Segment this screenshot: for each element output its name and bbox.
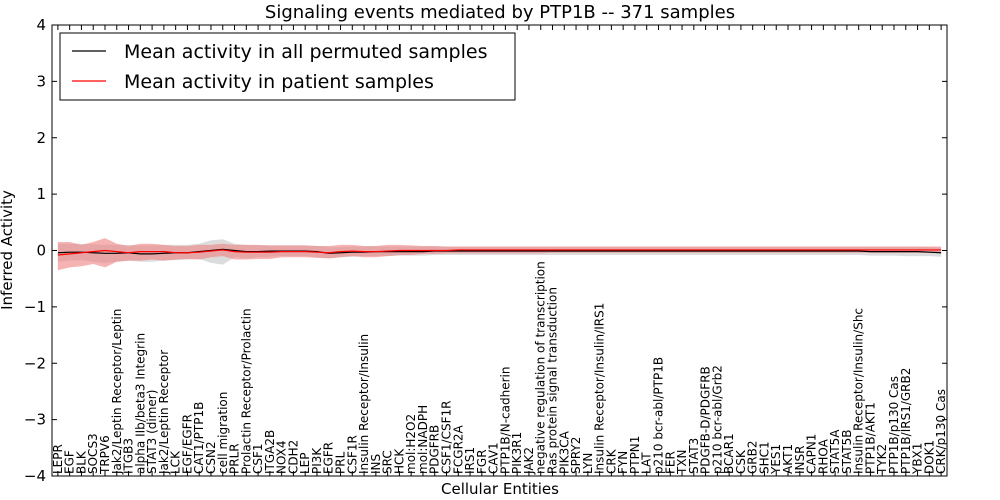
x-tick-label: CSF1/CSF1R xyxy=(440,401,454,474)
x-tick-label: Insulin Receptor/Insulin/IRS1 xyxy=(593,303,607,474)
y-tick-label: −1 xyxy=(24,298,46,316)
x-tick-label: HCK xyxy=(392,448,406,474)
x-tick-label: EGFR xyxy=(322,442,336,474)
x-tick-label: CRK/p130 Cas xyxy=(934,389,948,474)
x-tick-label: ITGA2B xyxy=(263,430,277,474)
x-tick-label: GRB2 xyxy=(746,440,760,474)
x-tick-label: STAT3 xyxy=(687,438,701,474)
x-tick-label: PDGFB-D/PDGFRB xyxy=(699,366,713,474)
y-tick-label: 1 xyxy=(36,185,46,203)
x-tick-label: PTP1B/IRS1/GRB2 xyxy=(899,368,913,474)
x-tick-label: RHOA xyxy=(816,438,830,474)
x-tick-label: BLK xyxy=(74,450,88,474)
x-tick-label: Jak2/Leptin Receptor/Leptin xyxy=(110,309,124,475)
y-axis: 4 3 2 1 0 −1 −2 −3 −4 xyxy=(24,16,947,485)
x-tick-label: SHC1 xyxy=(757,441,771,474)
x-tick-label: mol:H2O2 xyxy=(404,414,418,474)
x-tick-label: BCAR1 xyxy=(722,433,736,474)
x-tick-label: SPRY2 xyxy=(569,437,583,474)
x-tick-label: LEPR xyxy=(51,444,65,474)
x-tick-label: cell migration xyxy=(216,392,230,474)
y-tick-label: 4 xyxy=(36,16,46,34)
legend: Mean activity in all permuted samples Me… xyxy=(59,32,516,101)
y-tick-label: 2 xyxy=(36,129,46,147)
x-tick-label: CSN2 xyxy=(204,441,218,474)
chart-title: Signaling events mediated by PTP1B -- 37… xyxy=(265,2,735,23)
x-tick-label: FER xyxy=(663,451,677,474)
y-tick-label: −4 xyxy=(24,467,46,485)
x-tick-label: CSF1 xyxy=(251,443,265,474)
x-tick-label: INSR xyxy=(793,446,807,474)
x-tick-label: PTP1B/p130 Cas xyxy=(887,376,901,474)
x-tick-label: p210 bcr-abl/PTP1B xyxy=(651,357,665,474)
x-tick-label: SRC xyxy=(381,450,395,474)
x-tick-label: Jak2/Leptin Receptor xyxy=(157,350,171,475)
series-bands xyxy=(57,238,942,271)
x-tick-label: CAV1 xyxy=(487,442,501,474)
x-tick-label: PI3K xyxy=(310,447,324,474)
x-tick-label: AKT1 xyxy=(781,444,795,474)
x-tick-label: Prolactin Receptor/Prolactin xyxy=(239,308,253,474)
x-tick-label: negative regulation of transcription xyxy=(534,261,548,474)
x-tick-label: LAT xyxy=(640,452,654,474)
x-tick-label: INS xyxy=(369,454,383,474)
x-tick-label: CAT1/PTP1B xyxy=(192,402,206,474)
x-tick-label: NOX4 xyxy=(275,440,289,474)
x-tick-label: STAT5B xyxy=(840,430,854,475)
x-tick-label: TXN xyxy=(675,449,689,475)
band-patient xyxy=(57,238,942,271)
x-tick-label: LCK xyxy=(169,450,183,474)
x-tick-label: Ras protein signal transduction xyxy=(545,287,559,474)
x-tick-label: IRS1 xyxy=(463,447,477,474)
x-tick-label: TRPV6 xyxy=(98,435,112,475)
x-tick-label: PRL xyxy=(334,451,348,474)
x-tick-label: mol:NADPH xyxy=(416,405,430,474)
x-tick-label: p210 bcr-abl/Grb2 xyxy=(710,365,724,474)
x-tick-label: alpha IIb/beta3 Integrin xyxy=(133,333,147,474)
x-tick-label: EGF xyxy=(63,450,77,474)
x-tick-label: EGF/EGFR xyxy=(180,414,194,474)
x-tick-label: PIK3CA xyxy=(557,430,571,474)
x-tick-label: PTPN1 xyxy=(628,436,642,474)
x-tick-label: JAK2 xyxy=(522,447,536,475)
y-tick-label: −2 xyxy=(24,354,46,372)
x-tick-label: PTP1B/AKT1 xyxy=(863,402,877,474)
x-tick-label: LEP xyxy=(298,452,312,474)
x-tick-label: PRLR xyxy=(228,443,242,474)
y-tick-label: −3 xyxy=(24,411,46,429)
y-tick-label: 3 xyxy=(36,72,46,90)
x-tick-label: FYN xyxy=(616,451,630,474)
x-tick-label: YES1 xyxy=(769,444,783,475)
x-tick-label: FGR xyxy=(475,449,489,474)
x-tick-label: LYN xyxy=(581,453,595,474)
x-tick-label: CAPN1 xyxy=(805,434,819,474)
x-tick-label: CRK xyxy=(604,448,618,474)
x-tick-label: PTP1B/N-cadherin xyxy=(498,367,512,474)
x-tick-label: CSK xyxy=(734,449,748,474)
x-tick-label: CSF1R xyxy=(345,435,359,474)
y-tick-label: 0 xyxy=(36,242,46,260)
legend-box xyxy=(59,32,516,101)
y-axis-label: Inferred Activity xyxy=(0,190,16,310)
x-tick-label: STAT3 (dimer) xyxy=(145,390,159,474)
x-tick-label: PDGFRB xyxy=(428,425,442,474)
x-axis-label: Cellular Entities xyxy=(441,480,559,498)
x-tick-label: CDH2 xyxy=(286,440,300,474)
x-tick-label: DOK1 xyxy=(922,440,936,474)
x-tick-label: TYK2 xyxy=(875,444,889,475)
legend-label-permuted: Mean activity in all permuted samples xyxy=(124,41,487,63)
x-tick-label: FCGR2A xyxy=(451,424,465,474)
x-tick-label: STAT5A xyxy=(828,429,842,474)
x-tick-label: YBX1 xyxy=(911,443,925,475)
x-tick-label: ITGB3 xyxy=(122,438,136,474)
series-lines xyxy=(57,248,942,256)
line-patient xyxy=(57,249,942,256)
x-tick-label: PIK3R1 xyxy=(510,432,524,474)
legend-label-patient: Mean activity in patient samples xyxy=(124,71,434,93)
x-tick-label: SOCS3 xyxy=(86,433,100,474)
x-tick-label: Insulin Receptor/Insulin xyxy=(357,334,371,474)
x-tick-label: Insulin Receptor/Insulin/Shc xyxy=(852,308,866,474)
